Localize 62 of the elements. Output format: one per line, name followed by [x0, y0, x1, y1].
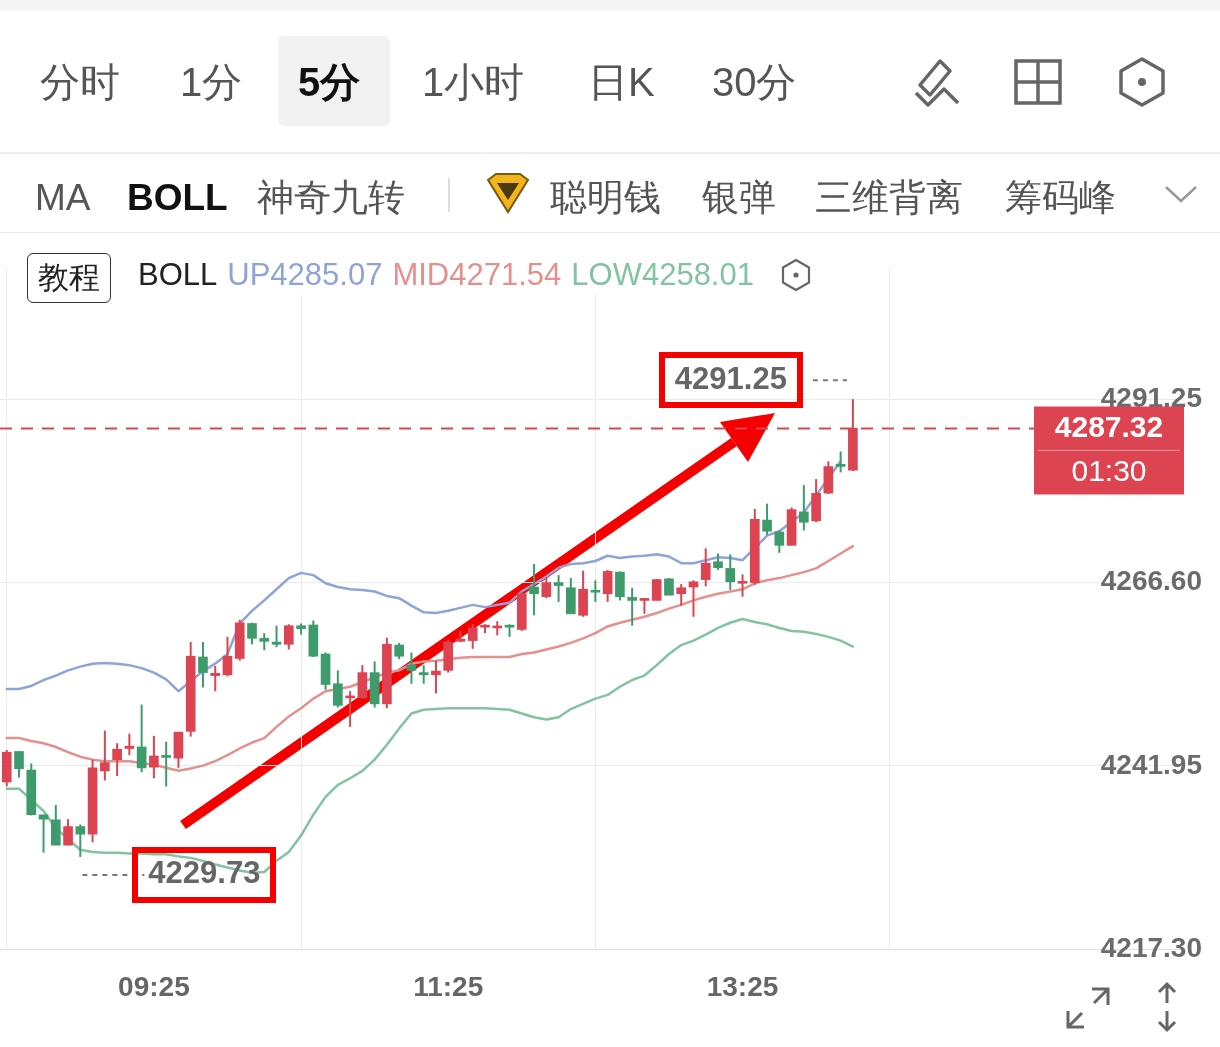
- text: 神奇九转: [257, 176, 405, 220]
- candlestick: [124, 732, 135, 757]
- candlestick: [136, 703, 147, 774]
- text: 01:30: [1071, 453, 1147, 487]
- annotation: 4291.25: [674, 360, 787, 396]
- y-tick-label: 4217.30: [1100, 932, 1202, 964]
- annotation: 4229.73: [148, 855, 261, 891]
- text: MA: [35, 176, 91, 220]
- candlestick: [835, 450, 846, 474]
- candlestick: [14, 750, 24, 779]
- candlestick: [418, 664, 429, 685]
- candlestick: [431, 659, 441, 695]
- candlestick: [541, 576, 552, 600]
- candlestick: [627, 586, 637, 627]
- candlestick: [725, 553, 736, 591]
- text: BOLL: [127, 176, 228, 220]
- candlestick: [161, 740, 171, 788]
- x-tick-label: 09:25: [118, 970, 190, 1002]
- candlestick: [222, 635, 233, 678]
- text: 筹码峰: [1005, 176, 1116, 220]
- candlestick: [198, 641, 208, 689]
- text: UP4285.07: [227, 257, 383, 292]
- candlestick: [676, 583, 687, 607]
- candlestick: [75, 823, 86, 858]
- candlestick: [467, 623, 478, 650]
- candlestick: [63, 818, 73, 847]
- x-tick-label: 11:25: [413, 970, 484, 1002]
- candlestick: [700, 547, 711, 588]
- candlestick: [737, 573, 748, 598]
- candlestick: [762, 502, 772, 536]
- candlestick: [283, 623, 294, 651]
- candlestick: [100, 729, 110, 782]
- candlestick: [553, 574, 564, 603]
- candlestick: [688, 579, 699, 618]
- text: 三维背离: [815, 176, 963, 220]
- text: LOW4258.01: [571, 257, 754, 292]
- legend-title: BOLL: [138, 256, 218, 294]
- candlestick: [112, 742, 122, 778]
- candlestick: [590, 579, 601, 603]
- text: 分时: [40, 59, 120, 106]
- candlestick: [774, 529, 785, 554]
- annotation: 教程: [27, 253, 111, 303]
- text: 5分: [298, 59, 361, 106]
- text: 30分: [712, 59, 797, 106]
- text: 1分: [180, 59, 243, 106]
- x-tick-label: 13:25: [706, 970, 779, 1002]
- candlestick: [406, 651, 417, 685]
- y-tick-label: 4266.60: [1100, 565, 1202, 597]
- text: MID4271.54: [392, 257, 562, 292]
- y-tick-label: 4241.95: [1100, 748, 1202, 780]
- candlestick: [149, 734, 159, 780]
- candlestick: [602, 568, 613, 603]
- candlestick: [529, 562, 539, 617]
- candlestick: [210, 664, 221, 693]
- candlestick: [271, 624, 282, 649]
- text: 银弹: [702, 176, 776, 220]
- candlestick: [333, 669, 343, 709]
- text: 日K: [588, 59, 655, 106]
- text: 1小时: [422, 59, 525, 106]
- candlestick: [799, 484, 809, 532]
- text: 聪明钱: [550, 176, 661, 220]
- candlestick: [38, 813, 49, 854]
